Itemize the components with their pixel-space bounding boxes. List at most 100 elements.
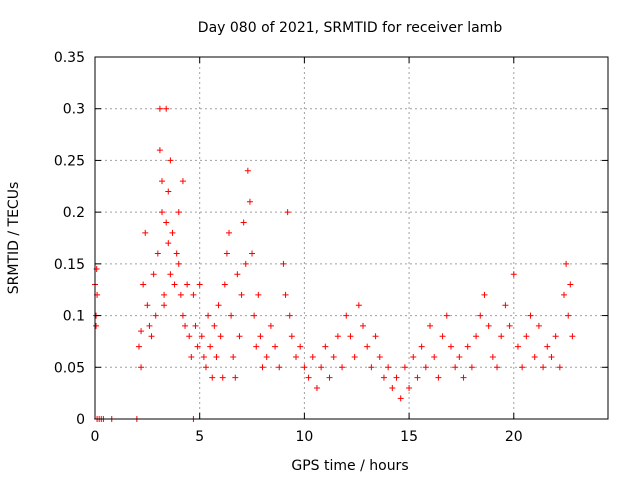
axis-tick-labels: 0 5 10 15 20 0 0.05 0.1 0.15 0.2 0.25 0.3 0.35 xyxy=(54,50,523,445)
data-point xyxy=(186,333,193,340)
data-point xyxy=(177,291,184,298)
data-point xyxy=(422,364,429,371)
data-point xyxy=(226,229,233,236)
x-tick-label: 5 xyxy=(195,429,204,445)
data-point xyxy=(246,198,253,205)
data-point xyxy=(219,374,226,381)
data-point xyxy=(280,260,287,267)
plot-frame xyxy=(94,56,609,420)
data-point xyxy=(171,281,178,288)
data-point xyxy=(351,353,358,360)
data-point xyxy=(347,333,354,340)
data-point xyxy=(140,281,147,288)
data-point xyxy=(138,364,145,371)
data-point xyxy=(293,353,300,360)
data-point xyxy=(372,333,379,340)
data-point xyxy=(163,219,170,226)
data-point xyxy=(207,343,214,350)
data-point xyxy=(389,384,396,391)
data-point xyxy=(234,271,241,278)
data-point xyxy=(167,271,174,278)
data-point xyxy=(410,353,417,360)
axis-ticks xyxy=(94,56,608,420)
data-point xyxy=(473,333,480,340)
y-axis-title: SRMTID / TECUs xyxy=(6,182,22,295)
data-point xyxy=(202,364,209,371)
data-point xyxy=(301,364,308,371)
data-point xyxy=(330,353,337,360)
data-point xyxy=(135,343,142,350)
y-tick-label: 0.05 xyxy=(54,360,85,376)
data-point xyxy=(251,312,258,319)
data-point xyxy=(205,312,212,319)
data-point xyxy=(255,291,262,298)
data-point xyxy=(565,312,572,319)
data-point xyxy=(196,281,203,288)
data-point xyxy=(238,291,245,298)
data-point xyxy=(232,374,239,381)
data-point xyxy=(223,250,230,257)
data-point xyxy=(182,322,189,329)
data-point xyxy=(173,250,180,257)
data-point xyxy=(368,364,375,371)
data-point xyxy=(380,374,387,381)
data-point xyxy=(282,291,289,298)
data-point xyxy=(334,333,341,340)
data-point xyxy=(309,353,316,360)
data-point xyxy=(159,209,166,216)
data-point xyxy=(215,302,222,309)
x-tick-label: 20 xyxy=(505,429,523,445)
data-point xyxy=(431,353,438,360)
data-point xyxy=(146,322,153,329)
data-point xyxy=(179,312,186,319)
data-point xyxy=(318,364,325,371)
data-point xyxy=(159,178,166,185)
data-point xyxy=(259,364,266,371)
data-point xyxy=(427,322,434,329)
data-point xyxy=(175,260,182,267)
data-point xyxy=(217,333,224,340)
data-point xyxy=(267,322,274,329)
data-point xyxy=(288,333,295,340)
y-tick-label: 0.35 xyxy=(54,50,85,66)
data-point xyxy=(230,353,237,360)
data-point xyxy=(236,333,243,340)
data-point xyxy=(192,322,199,329)
data-point xyxy=(297,343,304,350)
data-point xyxy=(460,374,467,381)
data-point xyxy=(494,364,501,371)
data-point xyxy=(523,333,530,340)
data-point xyxy=(489,353,496,360)
data-point xyxy=(481,291,488,298)
data-point xyxy=(167,157,174,164)
data-point xyxy=(190,291,197,298)
data-point xyxy=(284,209,291,216)
y-tick-label: 0.2 xyxy=(63,205,85,221)
data-point xyxy=(163,105,170,112)
data-point xyxy=(211,322,218,329)
data-point xyxy=(148,333,155,340)
data-point xyxy=(498,333,505,340)
data-point xyxy=(485,322,492,329)
data-point xyxy=(452,364,459,371)
data-point xyxy=(194,343,201,350)
data-point xyxy=(561,291,568,298)
data-point xyxy=(156,105,163,112)
y-tick-label: 0.1 xyxy=(63,309,85,325)
data-point xyxy=(272,343,279,350)
data-point xyxy=(556,364,563,371)
grid xyxy=(95,57,608,419)
data-point xyxy=(414,374,421,381)
data-point xyxy=(548,353,555,360)
data-point xyxy=(514,343,521,350)
data-point xyxy=(286,312,293,319)
data-point xyxy=(418,343,425,350)
data-point xyxy=(154,250,161,257)
data-point xyxy=(152,312,159,319)
data-point xyxy=(305,374,312,381)
x-tick-label: 10 xyxy=(295,429,313,445)
data-point xyxy=(165,240,172,247)
data-point xyxy=(364,343,371,350)
data-point xyxy=(435,374,442,381)
data-point xyxy=(544,343,551,350)
